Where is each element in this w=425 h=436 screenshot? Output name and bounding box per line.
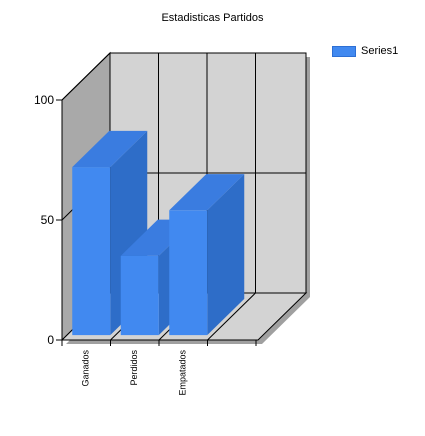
bar bbox=[120, 255, 159, 336]
x-tick-label: Empatados bbox=[177, 350, 187, 396]
x-tick-label: Ganados bbox=[80, 350, 90, 387]
bar bbox=[72, 167, 111, 336]
y-tick-label: 100 bbox=[34, 93, 54, 107]
legend-label: Series1 bbox=[361, 45, 399, 57]
gridline-side bbox=[61, 52, 111, 101]
bar-side bbox=[207, 174, 245, 336]
bar-top bbox=[169, 174, 245, 211]
chart-title: Estadisticas Partidos bbox=[161, 12, 264, 24]
x-tick-label: Perdidos bbox=[129, 350, 139, 386]
legend: Series1 bbox=[332, 45, 398, 57]
bar bbox=[169, 210, 208, 336]
legend-swatch bbox=[332, 45, 356, 57]
y-tick-label: 0 bbox=[47, 333, 54, 347]
gridline-floor bbox=[207, 292, 256, 341]
y-tick-label: 50 bbox=[41, 213, 55, 227]
bar-top bbox=[72, 130, 148, 168]
